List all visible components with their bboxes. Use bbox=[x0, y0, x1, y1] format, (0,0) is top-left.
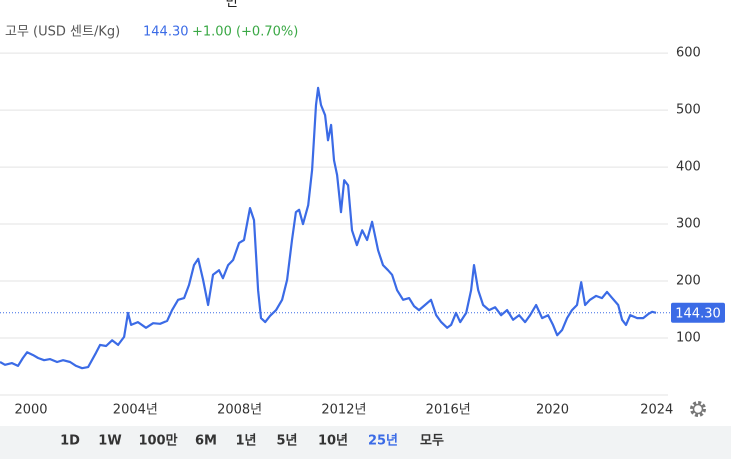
x-tick-label: 2004년 bbox=[113, 403, 158, 418]
x-tick-label: 2012년 bbox=[321, 403, 366, 418]
range-button[interactable]: 25년 bbox=[368, 434, 398, 449]
range-button[interactable]: 100만 bbox=[138, 433, 177, 449]
y-tick-label: 200 bbox=[676, 274, 701, 289]
range-button[interactable]: 1W bbox=[98, 434, 121, 449]
chart-title: 만 bbox=[226, 0, 239, 10]
price-line bbox=[0, 86, 657, 370]
range-button[interactable]: 모두 bbox=[420, 434, 444, 449]
y-tick-label: 300 bbox=[676, 217, 701, 232]
settings-icon[interactable] bbox=[690, 401, 706, 417]
x-tick-label: 2024 bbox=[640, 403, 673, 418]
range-button[interactable]: 1D bbox=[60, 434, 80, 449]
series-label: 고무 (USD 센트/Kg) bbox=[5, 25, 120, 40]
x-tick-label: 2000 bbox=[14, 403, 47, 418]
price-change: +1.00 (+0.70%) bbox=[192, 25, 298, 40]
x-tick-label: 2020 bbox=[536, 403, 569, 418]
last-price-box-label: 144.30 bbox=[675, 306, 721, 321]
range-button[interactable]: 10년 bbox=[318, 434, 348, 449]
last-price-box bbox=[671, 302, 725, 323]
range-button[interactable]: 5년 bbox=[276, 434, 297, 449]
y-tick-label: 600 bbox=[676, 46, 701, 61]
y-tick-label: 500 bbox=[676, 103, 701, 118]
range-bar bbox=[0, 426, 731, 459]
gear-teeth bbox=[690, 401, 706, 417]
y-tick-label: 400 bbox=[676, 160, 701, 175]
range-button[interactable]: 1년 bbox=[235, 434, 256, 449]
range-button[interactable]: 6M bbox=[195, 434, 217, 449]
x-tick-label: 2016년 bbox=[426, 403, 471, 418]
y-tick-label: 100 bbox=[676, 331, 701, 346]
gear-body bbox=[692, 403, 704, 415]
last-price: 144.30 bbox=[143, 25, 189, 40]
x-tick-label: 2008년 bbox=[217, 403, 262, 418]
